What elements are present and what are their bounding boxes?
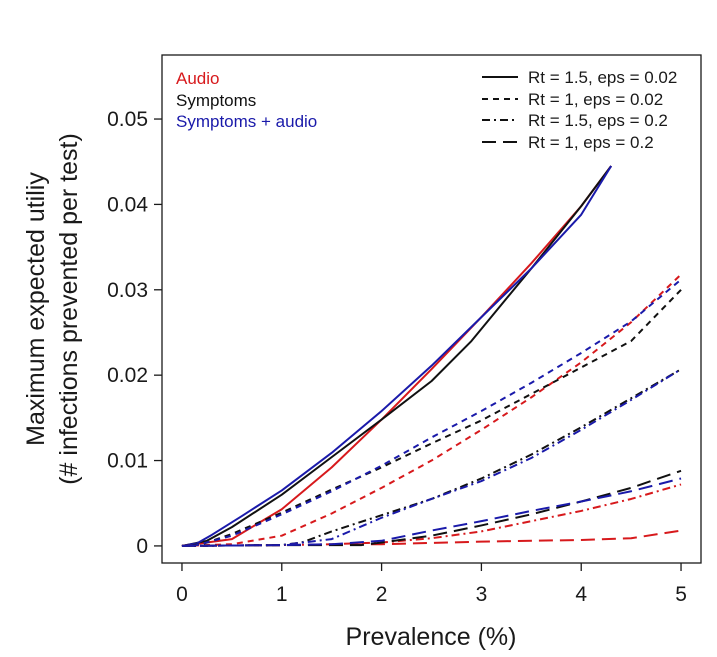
y-tick-label: 0.03 [107,279,148,302]
plot-frame [161,54,702,564]
series-line-1 [181,165,612,547]
x-tick-label: 2 [376,583,388,606]
series-line-8 [181,368,682,547]
axes: 0 1 2 3 4 5 0 0.01 0.02 0.03 0.04 0.05 [107,108,687,606]
series-line-10 [181,529,682,547]
legend-color-symptoms: Symptoms [176,91,256,110]
y-tick-label: 0.01 [107,450,148,473]
y-axis-label-line-2: (# infections prevented per test) [55,133,83,485]
legend-color-symptoms-audio: Symptoms + audio [176,112,317,131]
x-tick-label: 0 [176,583,188,606]
legend-style-label-rt1-eps02: Rt = 1, eps = 0.2 [528,133,654,152]
series-line-5 [181,289,682,547]
series-line-11 [181,469,682,547]
legend-style-label-rt1-eps002: Rt = 1, eps = 0.02 [528,90,663,109]
series-line-6 [181,278,682,547]
series-line-12 [181,477,682,547]
x-tick-label: 4 [575,583,587,606]
series-lines [181,165,682,547]
x-tick-label: 5 [675,583,687,606]
series-line-9 [181,368,682,547]
legend-style-label-rt15-eps002: Rt = 1.5, eps = 0.02 [528,68,677,87]
x-tick-label: 1 [276,583,288,606]
y-tick-label: 0.02 [107,364,148,387]
series-line-2 [181,165,612,547]
y-axis-label-line-1: Maximum expected utiliy [22,172,50,446]
legend-style-label-rt15-eps02: Rt = 1.5, eps = 0.2 [528,111,668,130]
y-tick-label: 0.04 [107,193,148,216]
series-line-3 [181,165,613,547]
x-axis-label: Prevalence (%) [346,623,517,651]
x-tick-label: 3 [476,583,488,606]
series-line-4 [181,273,682,547]
series-line-7 [181,483,682,547]
legend-color-audio: Audio [176,69,219,88]
y-tick-label: 0.05 [107,108,148,131]
y-tick-label: 0 [136,535,148,558]
